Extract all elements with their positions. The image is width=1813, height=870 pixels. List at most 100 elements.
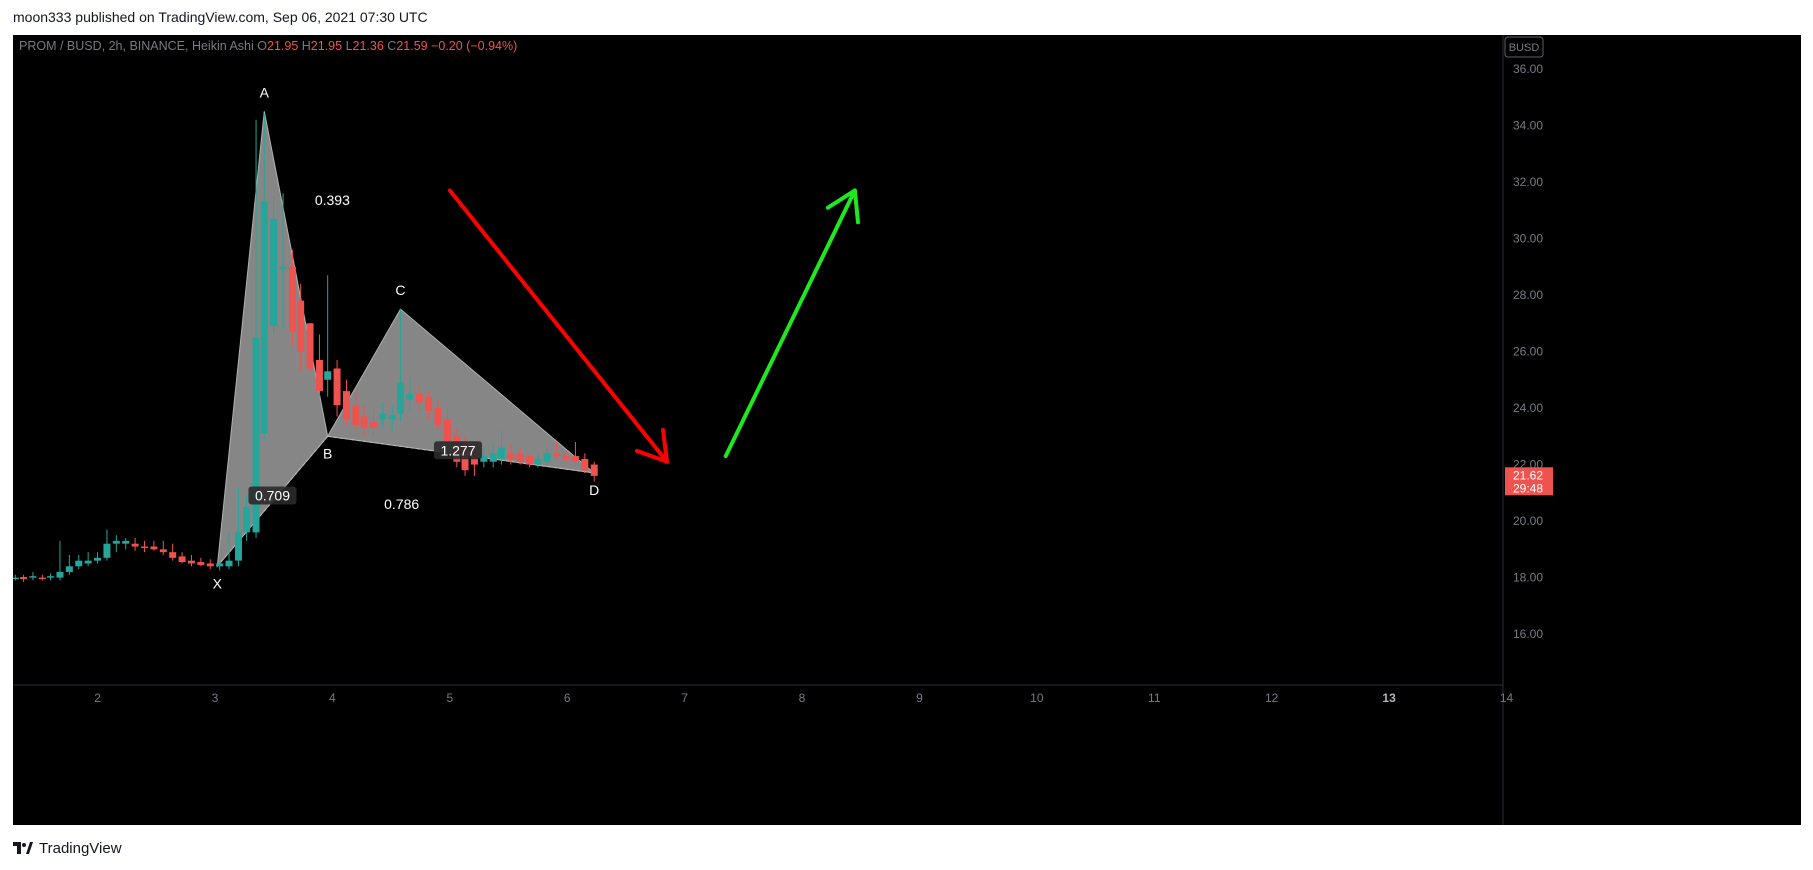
candle-body bbox=[159, 549, 167, 553]
time-tick-label: 7 bbox=[681, 691, 688, 705]
low-label: L bbox=[346, 39, 353, 53]
price-tick-label: 36.00 bbox=[1513, 62, 1543, 76]
price-tick-label: 24.00 bbox=[1513, 401, 1543, 415]
candle-body bbox=[297, 300, 305, 352]
author-name[interactable]: moon333 bbox=[13, 9, 72, 25]
currency-label: BUSD bbox=[1509, 42, 1540, 54]
price-tick-label: 34.00 bbox=[1513, 118, 1543, 132]
candle-body bbox=[443, 419, 451, 442]
candle-body bbox=[553, 453, 561, 457]
low-value: 21.36 bbox=[353, 39, 388, 53]
time-tick-label: 10 bbox=[1030, 691, 1044, 705]
candle-body bbox=[516, 453, 524, 462]
price-tick-label: 18.00 bbox=[1513, 571, 1543, 585]
candle-body bbox=[288, 266, 296, 332]
candle-body bbox=[20, 577, 28, 580]
candle-body bbox=[434, 408, 442, 425]
time-tick-label: 4 bbox=[329, 691, 336, 705]
pattern-point-d: D bbox=[589, 482, 599, 498]
brand-name: TradingView bbox=[39, 839, 122, 857]
price-tick-label: 30.00 bbox=[1513, 231, 1543, 245]
candle-body bbox=[279, 266, 287, 270]
candle-body bbox=[84, 560, 92, 564]
candle-body bbox=[489, 453, 497, 462]
candle-body bbox=[590, 464, 598, 476]
price-tick-label: 28.00 bbox=[1513, 288, 1543, 302]
ratio-label: 0.786 bbox=[384, 496, 419, 512]
pattern-labels: X A B C D 0.393 0.709 0.786 1.277 bbox=[213, 84, 600, 591]
candle-body bbox=[324, 371, 332, 380]
time-tick-label: 3 bbox=[212, 691, 219, 705]
published-text: published on TradingView.com, Sep 06, 20… bbox=[75, 9, 428, 25]
candle-body bbox=[571, 456, 579, 462]
symbol-legend: PROM / BUSD, 2h, BINANCE, Heikin Ashi O2… bbox=[19, 39, 517, 53]
pattern-point-a: A bbox=[260, 84, 270, 100]
time-tick-label: 14 bbox=[1500, 691, 1514, 705]
candle-body bbox=[234, 532, 242, 561]
candle-body bbox=[497, 447, 505, 459]
time-tick-label: 12 bbox=[1265, 691, 1279, 705]
change-value: −0.20 (−0.94%) bbox=[431, 39, 517, 53]
ratio-label: 0.393 bbox=[315, 192, 350, 208]
candle-body bbox=[480, 456, 488, 462]
time-tick-label: 8 bbox=[799, 691, 806, 705]
open-value: 21.95 bbox=[267, 39, 302, 53]
candle-body bbox=[388, 415, 396, 420]
ratio-label-box bbox=[434, 441, 483, 460]
brand-footer[interactable]: TradingView bbox=[13, 838, 122, 858]
ratio-label: 1.277 bbox=[440, 442, 475, 458]
red-arrow bbox=[447, 188, 670, 464]
candle-body bbox=[29, 576, 37, 578]
price-tick-label: 20.00 bbox=[1513, 514, 1543, 528]
candle-body bbox=[56, 571, 64, 578]
candle-body bbox=[187, 560, 195, 564]
candle-body bbox=[225, 560, 233, 567]
last-price-badge bbox=[1505, 467, 1553, 496]
candle-body bbox=[333, 368, 341, 406]
candle-body bbox=[206, 563, 214, 567]
symbol-name: PROM / BUSD, 2h, BINANCE, Heikin Ashi bbox=[19, 39, 257, 53]
price-tick-label: 32.00 bbox=[1513, 175, 1543, 189]
candle-body bbox=[13, 577, 19, 580]
candle-body bbox=[216, 563, 224, 567]
candle-body bbox=[131, 543, 139, 547]
arrows bbox=[447, 188, 860, 464]
axis-lines bbox=[13, 35, 1504, 825]
time-tick-label: 13 bbox=[1382, 691, 1396, 705]
tradingview-logo-icon bbox=[13, 842, 33, 854]
candle-body bbox=[415, 393, 423, 403]
candle-body bbox=[581, 458, 589, 471]
time-tick-label: 2 bbox=[94, 691, 101, 705]
currency-badge bbox=[1504, 36, 1544, 58]
pattern-point-b: B bbox=[323, 445, 332, 461]
candle-body bbox=[103, 543, 111, 558]
ratio-label-box bbox=[248, 486, 297, 505]
candle-body bbox=[150, 546, 158, 550]
candle-body bbox=[543, 453, 551, 462]
candle-body bbox=[65, 566, 73, 572]
time-tick-label: 9 bbox=[916, 691, 923, 705]
price-chart[interactable]: X A B C D 0.393 0.709 0.786 1.277 BUSD 16.00 18.00… bbox=[13, 35, 1801, 825]
publish-caption: moon333 published on TradingView.com, Se… bbox=[13, 9, 428, 25]
high-label: H bbox=[302, 39, 311, 53]
chart-frame[interactable]: X A B C D 0.393 0.709 0.786 1.277 BUSD 16.00 18.00… bbox=[13, 35, 1801, 825]
candle-body bbox=[178, 556, 186, 563]
candle-body bbox=[112, 540, 120, 544]
candle-body bbox=[75, 560, 83, 567]
time-tick-label: 11 bbox=[1148, 691, 1161, 705]
close-label: C bbox=[387, 39, 396, 53]
candle-body bbox=[369, 422, 377, 428]
high-value: 21.95 bbox=[311, 39, 346, 53]
candle-body bbox=[47, 576, 55, 578]
candle-body bbox=[169, 552, 177, 558]
pattern-point-c: C bbox=[395, 282, 405, 298]
candle-body bbox=[526, 456, 534, 465]
candle-body bbox=[379, 413, 387, 420]
time-axis: 2 3 4 5 6 7 8 9 10 11 12 13 14 bbox=[94, 691, 1513, 705]
time-tick-label: 6 bbox=[564, 691, 571, 705]
candle-body bbox=[252, 337, 260, 533]
candle-body bbox=[122, 540, 130, 544]
price-tick-label: 26.00 bbox=[1513, 345, 1543, 359]
harmonic-pattern bbox=[216, 111, 596, 568]
candle-body bbox=[396, 382, 404, 414]
